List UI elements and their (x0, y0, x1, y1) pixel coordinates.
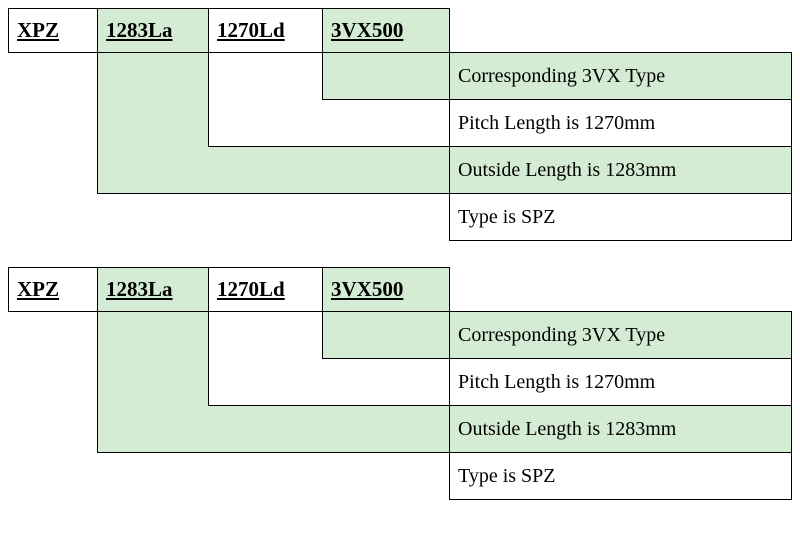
description-row: Outside Length is 1283mm (449, 146, 792, 194)
code-segment-2: 1270Ld (208, 8, 323, 53)
diagram-root: XPZ1283La1270Ld3VX500Corresponding 3VX T… (8, 8, 792, 502)
belt-code-block: XPZ1283La1270Ld3VX500Corresponding 3VX T… (8, 267, 792, 502)
description-row: Type is SPZ (449, 452, 792, 500)
belt-code-block: XPZ1283La1270Ld3VX500Corresponding 3VX T… (8, 8, 792, 243)
description-row: Corresponding 3VX Type (449, 311, 792, 359)
code-segment-1: 1283La (97, 8, 209, 53)
description-row: Corresponding 3VX Type (449, 52, 792, 100)
description-row: Outside Length is 1283mm (449, 405, 792, 453)
code-segment-0: XPZ (8, 267, 98, 312)
code-segment-0: XPZ (8, 8, 98, 53)
description-row: Pitch Length is 1270mm (449, 99, 792, 147)
description-row: Pitch Length is 1270mm (449, 358, 792, 406)
code-segment-3: 3VX500 (322, 267, 450, 312)
description-row: Type is SPZ (449, 193, 792, 241)
code-segment-2: 1270Ld (208, 267, 323, 312)
code-segment-3: 3VX500 (322, 8, 450, 53)
code-segment-1: 1283La (97, 267, 209, 312)
